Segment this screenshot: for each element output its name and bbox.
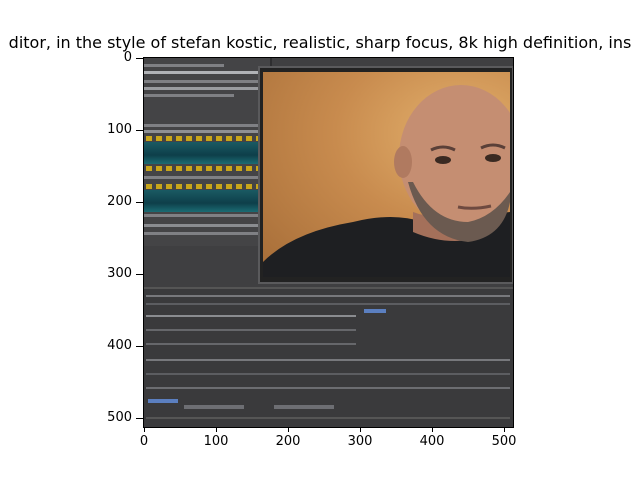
x-tick-label: 200 — [275, 434, 301, 449]
y-tick-label: 500 — [107, 410, 132, 425]
x-tick-label: 500 — [491, 434, 517, 449]
y-tick-label: 100 — [107, 122, 132, 137]
x-tick-label: 0 — [139, 434, 149, 449]
portrait-image — [263, 72, 510, 277]
y-tick-label: 300 — [107, 266, 132, 281]
figure-title: ditor, in the style of stefan kostic, re… — [8, 33, 632, 52]
portrait-figure — [263, 85, 510, 277]
editor-left-panel — [144, 58, 272, 246]
image-plot — [143, 57, 514, 428]
timeline-panel — [144, 287, 513, 427]
x-tick-label: 400 — [419, 434, 445, 449]
x-tick-label: 100 — [203, 434, 229, 449]
y-tick-label: 200 — [107, 194, 132, 209]
program-monitor — [258, 66, 513, 284]
x-tick-label: 300 — [347, 434, 373, 449]
y-tick-label: 0 — [123, 50, 132, 65]
y-tick-label: 400 — [107, 338, 132, 353]
